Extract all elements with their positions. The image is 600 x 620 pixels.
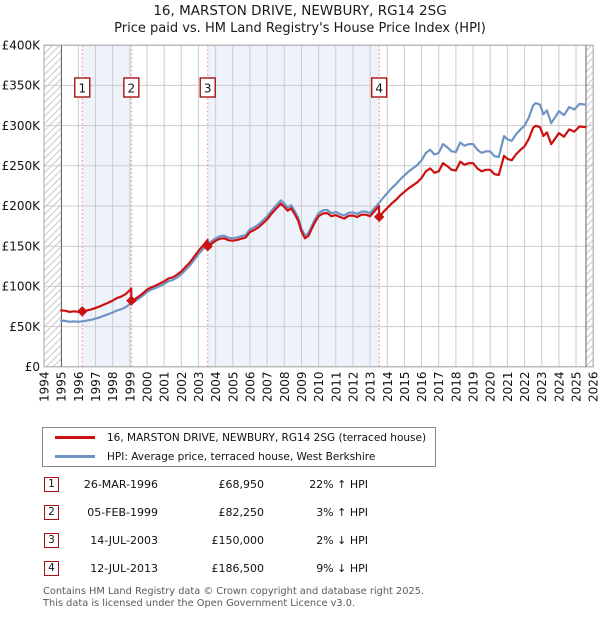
x-axis-label: 2008 — [278, 372, 292, 403]
x-axis-label: 2000 — [140, 372, 154, 403]
sale-hpi-comparison-3: 2% ↓ HPI — [316, 533, 368, 547]
sale-number-chart-badge-4 — [370, 77, 388, 98]
price-paid-line-swatch — [55, 436, 95, 439]
sale-number-chart-badge-label-3: 3 — [204, 82, 212, 96]
x-axis-label: 1996 — [72, 372, 86, 403]
legend-label-price-paid: 16, MARSTON DRIVE, NEWBURY, RG14 2SG (te… — [107, 431, 427, 444]
x-axis-label: 2003 — [192, 372, 206, 403]
sale-price-4: £186,500 — [211, 561, 265, 575]
x-axis-label: 2001 — [158, 372, 172, 403]
x-axis-label: 1995 — [55, 372, 69, 403]
x-axis-label: 2014 — [381, 372, 395, 403]
x-axis-label: 1998 — [106, 372, 120, 403]
x-axis-label: 2012 — [346, 372, 360, 403]
footer-line-2: This data is licensed under the Open Gov… — [43, 597, 356, 609]
sale-marker-4 — [373, 211, 385, 223]
sale-number-badge-4: 4 — [44, 560, 59, 576]
sale-hpi-comparison-4: 9% ↓ HPI — [316, 561, 368, 575]
sale-number-chart-badge-label-2: 2 — [128, 82, 136, 96]
x-axis-label: 2010 — [312, 372, 326, 403]
sale-marker-2 — [126, 295, 137, 306]
x-axis-label: 1999 — [123, 372, 137, 403]
x-axis-label: 2002 — [175, 372, 189, 403]
sale-marker-1 — [77, 306, 88, 317]
sale-date-1: 26-MAR-1996 — [83, 477, 158, 491]
y-axis-label: £250K — [2, 159, 42, 173]
hpi-line-swatch — [55, 455, 95, 458]
sale-price-3: £150,000 — [211, 533, 265, 547]
x-axis-label: 2024 — [552, 372, 566, 403]
x-axis-label: 2009 — [295, 372, 309, 403]
y-axis-label: £200K — [2, 199, 42, 213]
x-axis-label: 2022 — [518, 372, 532, 403]
x-axis-label: 2017 — [432, 372, 446, 403]
page-title: 16, MARSTON DRIVE, NEWBURY, RG14 2SG — [153, 3, 447, 19]
y-axis-label: £100K — [2, 280, 42, 294]
sale-number-chart-badge-1 — [74, 77, 91, 98]
sale-number-badge-1: 1 — [44, 476, 59, 492]
x-axis-label: 2011 — [329, 372, 343, 403]
sale-number-badge-2: 2 — [44, 504, 59, 520]
sale-number-chart-badge-label-1: 1 — [78, 82, 86, 96]
x-axis-label: 2004 — [209, 372, 223, 403]
legend-item-hpi: HPI: Average price, terraced house, West… — [43, 449, 435, 464]
sale-number-chart-badge-label-4: 4 — [375, 82, 383, 96]
legend-label-hpi: HPI: Average price, terraced house, West… — [107, 450, 376, 463]
sale-price-1: £68,950 — [218, 477, 265, 491]
sale-date-4: 12-JUL-2013 — [90, 561, 158, 575]
sale-marker-3 — [202, 241, 213, 252]
x-axis-label: 2021 — [501, 372, 515, 403]
x-axis-label: 2007 — [261, 372, 275, 403]
sale-number-badge-3: 3 — [44, 532, 59, 548]
sale-hpi-comparison-1: 22% ↑ HPI — [309, 477, 368, 491]
sale-price-2: £82,250 — [218, 505, 265, 519]
y-axis-label: £150K — [2, 239, 42, 253]
license-note: Contains HM Land Registry data © Crown c… — [43, 586, 424, 609]
x-axis-label: 2013 — [364, 372, 378, 403]
sale-number-chart-badge-3 — [199, 77, 216, 98]
y-axis-label: £300K — [2, 119, 42, 133]
x-axis-label: 2019 — [467, 372, 481, 403]
sale-number-chart-badge-2 — [123, 77, 140, 98]
x-axis-label: 2005 — [226, 372, 240, 403]
sale-row-2: 2 05-FEB-1999 £82,250 3% ↑ HPI — [44, 498, 384, 526]
y-axis-labels: £0 £50K £100K £150K £200K £250K £300K £350K £400… — [2, 38, 42, 374]
x-axis-label: 2026 — [587, 372, 600, 403]
x-axis-label: 2025 — [570, 372, 584, 403]
x-axis-label: 1997 — [89, 372, 103, 403]
price-history-chart: 1 2 3 4 £0 £50K £100K £150K £200K £250K £300K £350K… — [2, 38, 600, 402]
y-axis-label: £50K — [9, 320, 41, 334]
sale-date-3: 14-JUL-2003 — [90, 533, 158, 547]
chart-legend: 16, MARSTON DRIVE, NEWBURY, RG14 2SG (te… — [42, 427, 436, 467]
sale-date-2: 05-FEB-1999 — [87, 505, 158, 519]
hpi-line — [60, 101, 587, 323]
plot-border — [43, 44, 594, 368]
x-axis-label: 2015 — [398, 372, 412, 403]
x-axis-label: 2006 — [243, 372, 257, 403]
x-axis-label: 2020 — [484, 371, 498, 402]
y-axis-label: £0 — [25, 360, 40, 374]
price-paid-line — [60, 124, 587, 313]
x-axis-labels: 1994 1995 1996 1997 1998 1999 2000 2001 2002 2003… — [38, 371, 600, 402]
x-axis-label: 2023 — [535, 372, 549, 403]
y-axis-label: £400K — [2, 38, 42, 52]
x-axis-label: 1994 — [38, 372, 52, 403]
footer-line-1: Contains HM Land Registry data © Crown c… — [43, 586, 425, 597]
x-axis-label: 2016 — [415, 372, 429, 403]
sale-row-3: 3 14-JUL-2003 £150,000 2% ↓ HPI — [44, 526, 384, 554]
sale-hpi-comparison-2: 3% ↑ HPI — [316, 505, 368, 519]
sales-table: 1 26-MAR-1996 £68,950 22% ↑ HPI 2 05-FEB… — [44, 470, 384, 582]
x-axis-label: 2018 — [449, 372, 463, 403]
legend-item-price-paid: 16, MARSTON DRIVE, NEWBURY, RG14 2SG (te… — [43, 430, 435, 445]
sale-row-1: 1 26-MAR-1996 £68,950 22% ↑ HPI — [44, 470, 384, 498]
sale-row-4: 4 12-JUL-2013 £186,500 9% ↓ HPI — [44, 554, 384, 582]
page-subtitle: Price paid vs. HM Land Registry's House … — [114, 21, 486, 36]
y-axis-label: £350K — [2, 79, 42, 93]
